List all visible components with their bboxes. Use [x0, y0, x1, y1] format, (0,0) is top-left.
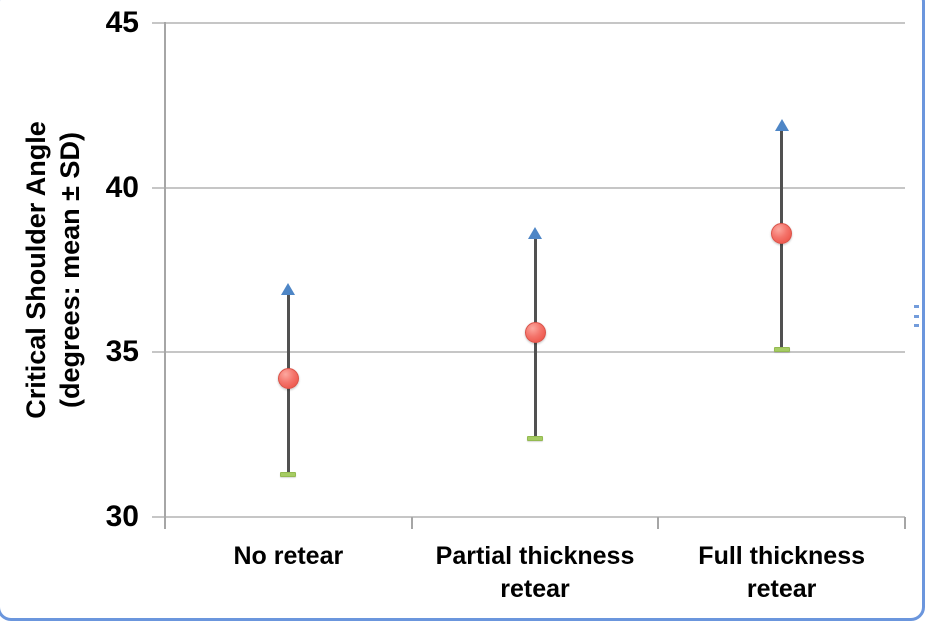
x-category-label-line: retear — [746, 575, 817, 603]
lower-sd-cap — [280, 472, 297, 478]
lower-sd-cap — [773, 347, 790, 353]
x-category-label-line: Partial thickness — [435, 542, 635, 570]
x-category-label: Partial thickness retear — [405, 540, 665, 606]
y-axis-line — [164, 22, 166, 529]
y-axis-title-line1: Critical Shoulder Angle — [21, 121, 51, 419]
upper-sd-arrow-icon — [774, 118, 789, 131]
y-axis-title: Critical Shoulder Angle (degrees: mean ±… — [19, 121, 87, 419]
mean-marker — [524, 322, 546, 344]
upper-sd-arrow-icon — [281, 283, 296, 296]
mean-marker — [277, 368, 299, 390]
y-tick-label-45: 45 — [105, 6, 139, 39]
x-category-label-line: retear — [500, 575, 570, 603]
x-category-label-line: Full thickness — [698, 542, 866, 570]
x-axis-tick-3 — [904, 517, 906, 529]
x-axis-tick-2 — [657, 517, 660, 529]
x-category-label: Full thickness retear — [652, 540, 912, 606]
x-category-label-line: No retear — [233, 542, 344, 570]
gridline-y35 — [152, 351, 905, 354]
y-tick-label-30: 30 — [105, 500, 139, 533]
gridline-y40 — [152, 186, 905, 189]
x-axis-tick-1 — [410, 517, 413, 529]
lower-sd-cap — [527, 435, 543, 441]
x-category-label: No retear — [158, 540, 418, 573]
y-axis-title-line2: (degrees: mean ± SD) — [55, 132, 85, 408]
x-axis-tick-0 — [164, 517, 166, 529]
gridline-y30 — [152, 516, 905, 518]
mean-marker — [771, 223, 793, 245]
y-tick-label-40: 40 — [105, 170, 139, 204]
selection-handle-dots-icon — [914, 305, 919, 327]
y-tick-label-35: 35 — [105, 335, 139, 369]
gridline-y45 — [152, 22, 905, 24]
upper-sd-arrow-icon — [528, 227, 542, 240]
